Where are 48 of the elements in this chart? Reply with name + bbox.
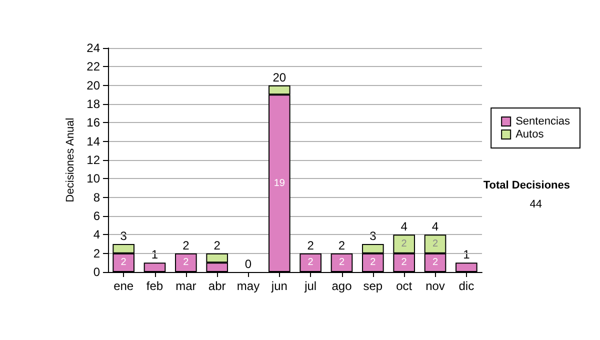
- data-label: 2: [432, 238, 438, 250]
- x-tick-label: dic: [458, 279, 474, 293]
- y-axis-title: Decisiones Anual: [64, 118, 76, 202]
- x-tick-label: jul: [304, 279, 317, 293]
- data-label: 2: [120, 257, 127, 268]
- y-tick-label: 24: [86, 41, 100, 55]
- x-tick-label: oct: [396, 279, 413, 293]
- data-label: 2: [338, 257, 345, 268]
- x-tick-label: ene: [114, 279, 134, 293]
- y-tick-label: 2: [93, 246, 100, 260]
- x-tick-label: mar: [176, 279, 196, 293]
- y-tick-label: 6: [93, 209, 100, 223]
- y-tick-label: 8: [93, 190, 100, 204]
- x-tick-label: nov: [426, 279, 445, 293]
- y-tick-label: 18: [86, 97, 100, 111]
- y-tick-label: 10: [86, 172, 100, 186]
- total-label: 2: [338, 238, 346, 252]
- x-tick-label: ago: [332, 279, 352, 293]
- text: 44: [530, 198, 542, 210]
- y-tick-label: 14: [86, 134, 100, 148]
- data-label: 2: [401, 257, 408, 268]
- x-tick-label: sep: [363, 279, 383, 293]
- text: Total Decisiones: [483, 180, 570, 192]
- data-label: 2: [370, 257, 376, 268]
- x-tick-label: jun: [270, 279, 288, 293]
- legend-label: Autos: [516, 128, 544, 140]
- x-tick-label: abr: [208, 279, 226, 293]
- total-label: 0: [244, 257, 252, 271]
- y-tick-label: 0: [93, 265, 100, 279]
- y-tick-label: 20: [86, 78, 100, 92]
- data-label: 2: [432, 257, 438, 268]
- x-tick-label: may: [236, 279, 260, 293]
- y-tick-label: 12: [86, 153, 100, 167]
- data-label: 2: [308, 257, 314, 268]
- total-label: 2: [214, 238, 221, 252]
- legend-label: Sentencias: [516, 116, 570, 128]
- x-tick-label: feb: [146, 279, 164, 293]
- y-tick-label: 4: [93, 228, 100, 242]
- total-label: 4: [400, 220, 408, 234]
- total-label: 20: [272, 70, 286, 84]
- total-label: 4: [432, 220, 439, 234]
- data-label: 2: [183, 257, 190, 268]
- total-label: 2: [182, 238, 190, 252]
- total-label: 2: [307, 238, 314, 252]
- data-label: 2: [401, 238, 408, 250]
- y-tick-label: 22: [86, 60, 100, 74]
- data-label: 19: [274, 178, 286, 189]
- y-tick-label: 16: [86, 116, 100, 130]
